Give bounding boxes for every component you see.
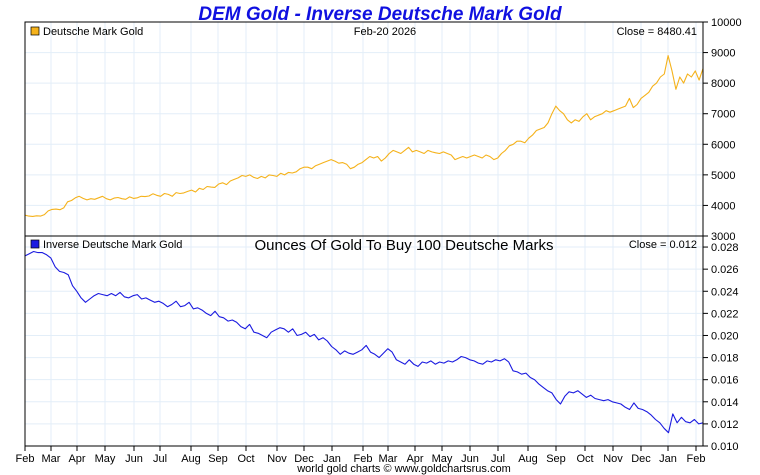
y-tick-label: 0.028 (711, 242, 739, 254)
y-tick-label: 0.020 (711, 330, 739, 342)
x-tick-label: Jul (491, 453, 505, 465)
x-tick-label: Jan (659, 453, 677, 465)
x-tick-label: Nov (603, 453, 623, 465)
x-tick-label: Oct (237, 453, 254, 465)
x-tick-label: Nov (267, 453, 287, 465)
legend-label-inverse: Inverse Deutsche Mark Gold (43, 239, 182, 251)
y-tick-label: 3000 (711, 231, 735, 243)
series-line-inverse (24, 250, 704, 434)
y-tick-label: 0.014 (711, 397, 739, 409)
y-tick-label: 4000 (711, 200, 735, 212)
y-tick-label: 0.016 (711, 375, 739, 387)
x-axis-ticks: Feb Mar Apr May Jun Jul Aug Sep Oct Nov Dec Jan Feb M… (16, 446, 706, 465)
top-panel-grid (25, 21, 703, 237)
x-tick-label: May (432, 453, 453, 465)
y-tick-label: 0.024 (711, 286, 739, 298)
x-tick-label: Sep (208, 453, 228, 465)
y-tick-label: 10000 (711, 17, 742, 29)
x-tick-label: Jun (461, 453, 479, 465)
series-lines (24, 55, 704, 434)
close-label-inverse: Close = 0.012 (629, 239, 697, 251)
close-label-gold: Close = 8480.41 (617, 26, 697, 38)
series-line-gold (24, 55, 704, 217)
x-tick-label: Jul (153, 453, 167, 465)
x-tick-label: Aug (518, 453, 538, 465)
bottom-panel-grid (25, 236, 703, 447)
y-tick-label: 0.010 (711, 441, 739, 453)
y-tick-label: 6000 (711, 139, 735, 151)
x-tick-label: Dec (294, 453, 314, 465)
x-tick-label: Oct (576, 453, 593, 465)
y-tick-label: 8000 (711, 78, 735, 90)
x-tick-label: May (95, 453, 116, 465)
legend-swatch-inverse (30, 239, 40, 249)
x-tick-label: Feb (354, 453, 373, 465)
legend-label-gold: Deutsche Mark Gold (43, 26, 143, 38)
y-tick-label: 9000 (711, 48, 735, 60)
x-tick-label: Sep (546, 453, 566, 465)
x-tick-label: Apr (406, 453, 423, 465)
x-tick-label: Mar (379, 453, 398, 465)
x-tick-label: Dec (631, 453, 651, 465)
y-tick-label: 7000 (711, 109, 735, 121)
y-tick-label: 0.018 (711, 353, 739, 365)
chart-title: DEM Gold - Inverse Deutsche Mark Gold (198, 4, 562, 25)
plot-frame (24, 21, 704, 447)
y-axis-ticks: 3000 4000 5000 6000 7000 8000 9000 10000 0.010 0.… (703, 17, 742, 453)
y-tick-label: 0.022 (711, 308, 739, 320)
x-tick-label: Mar (42, 453, 61, 465)
x-tick-label: Jan (323, 453, 341, 465)
x-tick-label: Jun (125, 453, 143, 465)
x-tick-label: Feb (687, 453, 706, 465)
footer-credit: world gold charts © www.goldchartsrus.co… (296, 463, 511, 475)
date-label: Feb-20 2026 (354, 26, 416, 38)
y-tick-label: 0.012 (711, 419, 739, 431)
x-tick-label: Aug (181, 453, 201, 465)
panel-subtitle: Ounces Of Gold To Buy 100 Deutsche Marks (254, 237, 553, 254)
legend-swatch-gold (30, 26, 40, 36)
x-tick-label: Apr (68, 453, 85, 465)
y-tick-label: 5000 (711, 170, 735, 182)
y-tick-label: 0.026 (711, 264, 739, 276)
x-tick-label: Feb (16, 453, 35, 465)
